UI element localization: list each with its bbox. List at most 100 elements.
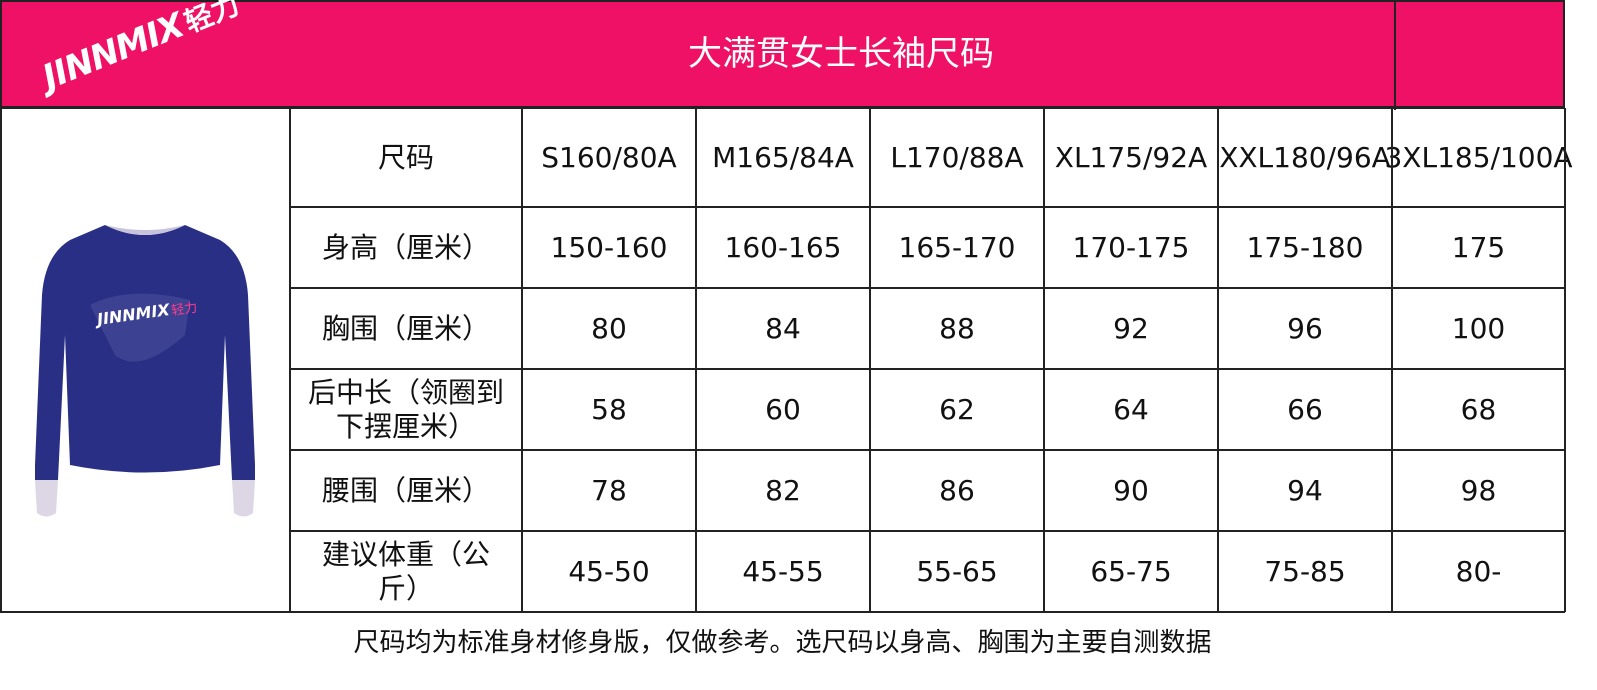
size-header: XL 175/92A (1044, 108, 1218, 207)
value-cell: 165-170 (870, 207, 1044, 288)
cell-value: 64 (1113, 392, 1149, 426)
size-header: S 160/80A (522, 108, 696, 207)
cell-value: 45-50 (568, 554, 650, 588)
size-header: XXL 180/96A (1218, 108, 1392, 207)
row-line (290, 287, 1565, 289)
size-spec: 165/84A (736, 140, 854, 174)
row-label-cell: 建议体重（公斤） (290, 531, 522, 612)
size-name: L (890, 140, 906, 174)
row-label: 身高（厘米） (321, 230, 490, 264)
value-cell: 175-180 (1218, 207, 1392, 288)
size-name: S (541, 140, 560, 174)
row-label-cell: 胸围（厘米） (290, 288, 522, 369)
row-line (290, 449, 1565, 451)
cell-value: 80- (1455, 554, 1502, 588)
column-line (1043, 108, 1045, 612)
cell-value: 68 (1460, 392, 1497, 426)
value-cell: 90 (1044, 450, 1218, 531)
row-label: 胸围（厘米） (321, 311, 490, 345)
size-header: L 170/88A (870, 108, 1044, 207)
value-cell: 175 (1392, 207, 1565, 288)
cell-value: 84 (765, 311, 801, 345)
value-cell: 64 (1044, 369, 1218, 450)
cell-value: 90 (1113, 473, 1149, 507)
column-line (521, 108, 523, 612)
cell-value: 160-165 (724, 230, 842, 264)
value-cell: 94 (1218, 450, 1392, 531)
value-cell: 58 (522, 369, 696, 450)
cell-value: 55-65 (916, 554, 998, 588)
column-line (1564, 108, 1566, 612)
value-cell: 160-165 (696, 207, 870, 288)
corner-label: 尺码 (377, 140, 434, 174)
column-line (289, 108, 291, 612)
value-cell: 66 (1218, 369, 1392, 450)
cell-value: 170-175 (1072, 230, 1190, 264)
row-label-cell: 身高（厘米） (290, 207, 522, 288)
row-label-cell: 后中长（领圈到下摆厘米） (290, 369, 522, 450)
size-name: XL (1054, 140, 1090, 174)
value-cell: 150-160 (522, 207, 696, 288)
footnote: 尺码均为标准身材修身版，仅做参考。选尺码以身高、胸围为主要自测数据 (353, 628, 1212, 658)
row-line (290, 368, 1565, 370)
value-cell: 45-55 (696, 531, 870, 612)
size-spec: 180/96A (1273, 140, 1391, 174)
row-label: 建议体重（公斤） (321, 537, 490, 605)
column-line (869, 108, 871, 612)
size-name: XXL (1219, 140, 1274, 174)
value-cell: 88 (870, 288, 1044, 369)
cell-value: 60 (765, 392, 801, 426)
left-border (0, 108, 2, 612)
column-line (695, 108, 697, 612)
row-line (0, 107, 1565, 109)
cell-value: 75-85 (1264, 554, 1346, 588)
row-label: 腰围（厘米） (321, 473, 490, 507)
cell-value: 175 (1451, 230, 1506, 264)
size-header: M 165/84A (696, 108, 870, 207)
cell-value: 175-180 (1246, 230, 1364, 264)
value-cell: 60 (696, 369, 870, 450)
value-cell: 62 (870, 369, 1044, 450)
value-cell: 65-75 (1044, 531, 1218, 612)
cell-value: 98 (1460, 473, 1497, 507)
row-label-cell: 腰围（厘米） (290, 450, 522, 531)
size-spec: 185/100A (1437, 140, 1573, 174)
size-spec: 160/80A (559, 140, 677, 174)
header-bar (0, 0, 1565, 110)
cell-value: 92 (1113, 311, 1149, 345)
row-label: 后中长（领圈到下摆厘米） (307, 375, 504, 443)
value-cell: 75-85 (1218, 531, 1392, 612)
shirt-image: JINNMIX 轻力 (35, 225, 255, 517)
value-cell: 170-175 (1044, 207, 1218, 288)
cell-value: 94 (1287, 473, 1323, 507)
row-line (0, 611, 1565, 613)
cell-value: 100 (1451, 311, 1506, 345)
cell-value: 78 (591, 473, 627, 507)
value-cell: 84 (696, 288, 870, 369)
cell-value: 96 (1287, 311, 1323, 345)
value-cell: 92 (1044, 288, 1218, 369)
value-cell: 96 (1218, 288, 1392, 369)
row-line (290, 530, 1565, 532)
value-cell: 98 (1392, 450, 1565, 531)
value-cell: 55-65 (870, 531, 1044, 612)
cell-value: 165-170 (898, 230, 1016, 264)
value-cell: 100 (1392, 288, 1565, 369)
size-header: 3XL 185/100A (1384, 108, 1572, 207)
column-line (1217, 108, 1219, 612)
svg-text:轻力: 轻力 (170, 300, 198, 318)
size-name: 3XL (1384, 140, 1438, 174)
value-cell: 80- (1392, 531, 1565, 612)
column-line (1391, 108, 1393, 612)
corner-cell: 尺码 (290, 108, 522, 207)
row-line (290, 206, 1565, 208)
cell-value: 65-75 (1090, 554, 1172, 588)
value-cell: 86 (870, 450, 1044, 531)
cell-value: 86 (939, 473, 975, 507)
value-cell: 45-50 (522, 531, 696, 612)
cell-value: 82 (765, 473, 801, 507)
cell-value: 80 (591, 311, 627, 345)
cell-value: 66 (1287, 392, 1323, 426)
